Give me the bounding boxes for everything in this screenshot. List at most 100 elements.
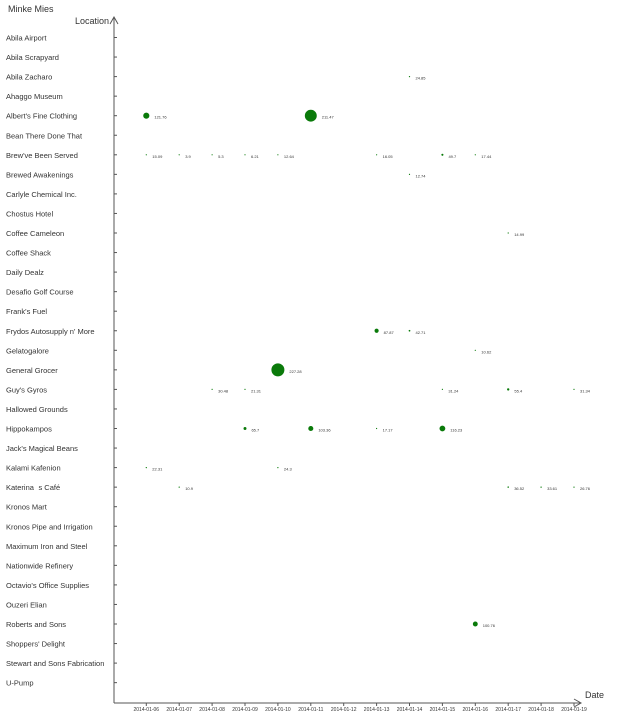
- y-tick-label: Jack's Magical Beans: [6, 444, 78, 453]
- y-tick-label: Carlyle Chemical Inc.: [6, 190, 77, 199]
- x-tick-label: 2014-01-11: [298, 707, 323, 713]
- y-tick-label: Desafio Golf Course: [6, 288, 74, 297]
- x-tick-label: 2014-01-08: [199, 707, 225, 713]
- data-bubble: [143, 112, 150, 119]
- data-bubble: [507, 486, 509, 488]
- y-tick-label: Abila Airport: [6, 34, 47, 43]
- data-label: 24.85: [416, 76, 427, 81]
- bubble-layer: 24.85 121.76 211.47 15.09 3.9 5.3 6.21 12.64 16.…: [143, 76, 591, 628]
- x-axis-labels: 2014-01-06 2014-01-07 2014-01-08 2014-01-09…: [134, 703, 587, 713]
- y-axis-labels: Abila Airport Abila Scrapyard Abila Zachar…: [6, 34, 117, 688]
- y-tick-label: Frank's Fuel: [6, 307, 47, 316]
- data-label: 12.64: [284, 154, 295, 159]
- data-label: 121.76: [154, 115, 167, 120]
- y-tick-label: Kronos Mart: [6, 503, 48, 512]
- data-label: 227.28: [289, 369, 302, 374]
- data-bubble: [408, 76, 411, 78]
- data-bubble: [244, 388, 246, 390]
- data-bubble: [308, 425, 314, 432]
- data-label: 22.31: [152, 467, 163, 472]
- y-tick-label: Maximum Iron and Steel: [6, 542, 88, 551]
- y-tick-label: Guy's Gyros: [6, 385, 47, 394]
- data-label: 49.7: [448, 154, 457, 159]
- data-label: 87.87: [384, 330, 395, 335]
- data-label: 17.44: [481, 154, 492, 159]
- y-tick-label: Brew've Been Served: [6, 151, 78, 160]
- y-tick-label: Nationwide Refinery: [6, 561, 73, 570]
- data-label: 21.31: [251, 388, 262, 393]
- data-label: 36.52: [514, 486, 525, 491]
- y-tick-label: Hippokampos: [6, 425, 52, 434]
- data-bubble: [145, 467, 147, 469]
- data-label: 100.76: [483, 623, 496, 628]
- y-tick-label: Gelatogalore: [6, 346, 49, 355]
- y-axis-arrow: [109, 15, 119, 25]
- data-label: 42.71: [416, 330, 427, 335]
- x-axis-arrow: [573, 698, 583, 708]
- x-tick-label: 2014-01-18: [528, 707, 554, 713]
- data-label: 211.47: [322, 115, 335, 120]
- y-tick-label: Ouzeri Elian: [6, 600, 47, 609]
- x-tick-label: 2014-01-10: [265, 707, 291, 713]
- x-tick-label: 2014-01-16: [463, 707, 489, 713]
- data-bubble: [211, 154, 213, 156]
- y-tick-label: General Grocer: [6, 366, 58, 375]
- data-bubble: [244, 154, 246, 156]
- data-label: 12.74: [416, 173, 427, 178]
- data-bubble: [178, 486, 180, 488]
- y-tick-label: Roberts and Sons: [6, 620, 66, 629]
- x-tick-label: 2014-01-15: [430, 707, 456, 713]
- y-tick-label: U-Pump: [6, 679, 34, 688]
- data-bubble: [277, 467, 279, 469]
- data-label: 31.24: [448, 388, 459, 393]
- y-tick-label: Albert's Fine Clothing: [6, 112, 77, 121]
- data-bubble: [376, 154, 378, 156]
- data-label: 26.76: [580, 486, 591, 491]
- data-label: 16.05: [383, 154, 394, 159]
- data-bubble: [304, 109, 317, 122]
- y-tick-label: Hallowed Grounds: [6, 405, 68, 414]
- y-tick-label: Coffee Cameleon: [6, 229, 64, 238]
- data-bubble: [178, 154, 180, 156]
- x-tick-label: 2014-01-06: [134, 707, 160, 713]
- data-label: 3.9: [185, 154, 191, 159]
- x-axis-title: Date: [585, 690, 604, 700]
- y-tick-label: Octavio's Office Supplies: [6, 581, 89, 590]
- data-label: 5.3: [218, 154, 224, 159]
- data-label: 30.48: [218, 388, 229, 393]
- y-tick-label: Frydos Autosupply n' More: [6, 327, 95, 336]
- y-tick-label: Abila Scrapyard: [6, 53, 59, 62]
- data-bubble: [271, 363, 285, 377]
- y-tick-label: Shoppers' Delight: [6, 640, 66, 649]
- data-bubble: [145, 154, 147, 156]
- data-label: 6.21: [251, 154, 260, 159]
- data-bubble: [439, 425, 446, 432]
- data-bubble: [441, 153, 444, 156]
- data-bubble: [243, 427, 247, 430]
- data-bubble: [507, 388, 510, 391]
- data-bubble: [507, 232, 509, 234]
- data-bubble: [474, 154, 476, 156]
- data-bubble: [211, 388, 213, 390]
- y-tick-label: Ahaggo Museum: [6, 92, 63, 101]
- y-tick-label: Coffee Shack: [6, 249, 51, 258]
- x-tick-label: 2014-01-17: [495, 707, 521, 713]
- data-label: 10.62: [481, 349, 492, 354]
- data-bubble: [408, 329, 411, 332]
- data-bubble: [441, 388, 443, 390]
- data-bubble: [573, 486, 575, 488]
- data-bubble: [408, 173, 411, 175]
- data-bubble: [573, 388, 575, 390]
- y-tick-label: Abila Zacharo: [6, 73, 52, 82]
- data-bubble: [376, 427, 378, 430]
- x-tick-label: 2014-01-09: [232, 707, 258, 713]
- data-label: 116.23: [450, 428, 463, 433]
- data-label: 10.9: [185, 486, 194, 491]
- data-label: 33.61: [547, 486, 558, 491]
- y-tick-label: Chostus Hotel: [6, 209, 53, 218]
- data-bubble: [540, 486, 542, 488]
- x-tick-label: 2014-01-07: [166, 707, 192, 713]
- y-tick-label: Brewed Awakenings: [6, 170, 74, 179]
- data-bubble: [474, 349, 476, 351]
